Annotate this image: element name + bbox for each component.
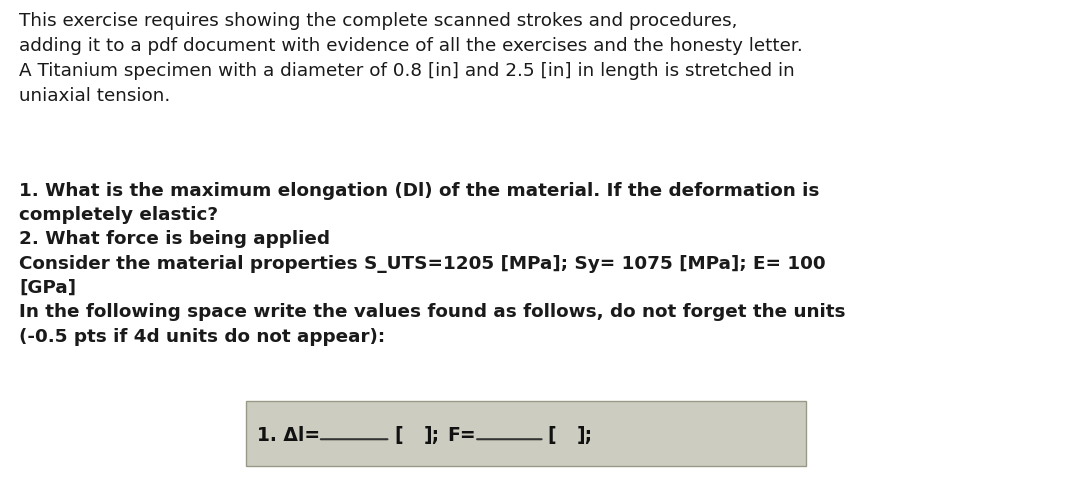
Text: This exercise requires showing the complete scanned strokes and procedures,
addi: This exercise requires showing the compl… <box>19 12 803 106</box>
Text: F=: F= <box>447 426 476 445</box>
Text: 1. What is the maximum elongation (Dl) of the material. If the deformation is
co: 1. What is the maximum elongation (Dl) o… <box>19 182 846 346</box>
Text: ];: ]; <box>424 426 440 445</box>
Text: [: [ <box>395 426 403 445</box>
Text: [: [ <box>548 426 556 445</box>
FancyBboxPatch shape <box>246 401 806 466</box>
Text: ];: ]; <box>577 426 593 445</box>
Text: 1. Δl=: 1. Δl= <box>257 426 320 445</box>
